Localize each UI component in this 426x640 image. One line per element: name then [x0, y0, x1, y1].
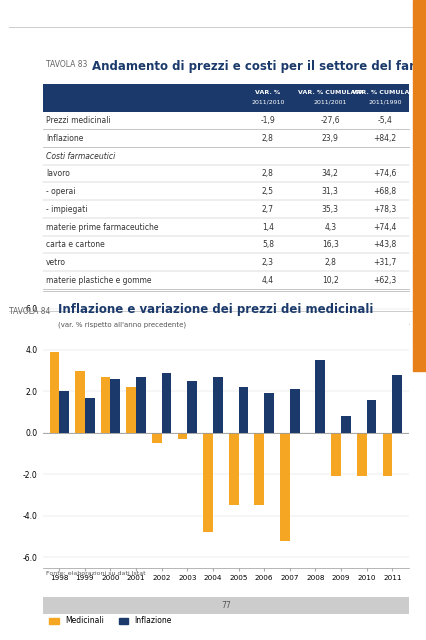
Text: 5,8: 5,8	[262, 241, 274, 250]
Bar	[331, 433, 341, 476]
Bar	[152, 433, 162, 444]
Text: 16,3: 16,3	[322, 241, 339, 250]
Text: 0,5: 0,5	[262, 311, 274, 320]
Bar	[178, 433, 187, 439]
Text: 4,4: 4,4	[262, 276, 274, 285]
Text: materie prime farmaceutiche: materie prime farmaceutiche	[46, 223, 159, 232]
Text: -5,4: -5,4	[378, 116, 393, 125]
Bar	[127, 387, 136, 433]
Bar	[101, 377, 110, 433]
Text: Fonte: elaborazioni su dati Istat: Fonte: elaborazioni su dati Istat	[46, 572, 146, 576]
Text: +31,7: +31,7	[374, 258, 397, 267]
Text: +54,5: +54,5	[374, 311, 397, 320]
Text: +43,8: +43,8	[374, 241, 397, 250]
Text: VAR. % CUMULATA: VAR. % CUMULATA	[297, 90, 363, 95]
Text: TAVOLA 84: TAVOLA 84	[9, 307, 51, 316]
Text: 10,2: 10,2	[322, 276, 339, 285]
Text: 34,2: 34,2	[322, 170, 339, 179]
Text: 3,4: 3,4	[324, 311, 336, 320]
Bar	[383, 433, 392, 476]
Text: TAVOLA 83: TAVOLA 83	[46, 60, 88, 68]
Text: -1,9: -1,9	[261, 116, 275, 125]
Text: 23,9: 23,9	[322, 134, 339, 143]
Text: +84,2: +84,2	[374, 134, 397, 143]
Text: Inflazione: Inflazione	[46, 134, 83, 143]
Bar	[213, 377, 223, 433]
Bar	[290, 389, 299, 433]
Text: 2,3: 2,3	[262, 258, 274, 267]
Text: +74,6: +74,6	[374, 170, 397, 179]
Bar	[280, 433, 290, 541]
Text: - operai: - operai	[46, 188, 76, 196]
Text: +68,8: +68,8	[374, 188, 397, 196]
Bar	[162, 372, 172, 433]
Text: 77: 77	[221, 602, 230, 611]
Text: 2,7: 2,7	[262, 205, 274, 214]
Bar	[315, 360, 325, 433]
Text: +78,3: +78,3	[374, 205, 397, 214]
Text: - impiegati: - impiegati	[46, 205, 88, 214]
Text: 4,3: 4,3	[324, 223, 336, 232]
Text: 2,8: 2,8	[324, 258, 336, 267]
Bar	[264, 394, 274, 433]
Text: Servizi sanitari e spese per la salute: Servizi sanitari e spese per la salute	[46, 311, 186, 320]
Text: VAR. % CUMULATA: VAR. % CUMULATA	[352, 90, 418, 95]
Text: -27,6: -27,6	[320, 116, 340, 125]
Bar	[229, 433, 239, 506]
Text: 2011/2001: 2011/2001	[314, 99, 347, 104]
Bar	[49, 352, 59, 433]
Legend: Medicinali, Inflazione: Medicinali, Inflazione	[46, 613, 175, 628]
Text: 2,8: 2,8	[262, 170, 274, 179]
Text: 2011/2010: 2011/2010	[251, 99, 285, 104]
Text: 31,3: 31,3	[322, 188, 339, 196]
Text: lavoro: lavoro	[46, 170, 70, 179]
Text: (var. % rispetto all'anno precedente): (var. % rispetto all'anno precedente)	[58, 322, 186, 328]
FancyBboxPatch shape	[43, 84, 409, 113]
Text: 2,8: 2,8	[262, 134, 274, 143]
Text: materie plastiche e gomme: materie plastiche e gomme	[46, 276, 152, 285]
Bar	[187, 381, 197, 433]
Text: Inflazione e variazione dei prezzi dei medicinali: Inflazione e variazione dei prezzi dei m…	[58, 303, 373, 316]
Text: Prezzi medicinali: Prezzi medicinali	[46, 116, 111, 125]
Text: 1,4: 1,4	[262, 223, 274, 232]
Bar	[75, 371, 85, 433]
Bar	[341, 416, 351, 433]
Bar	[59, 392, 69, 433]
Bar	[254, 433, 264, 506]
Bar	[239, 387, 248, 433]
FancyBboxPatch shape	[43, 596, 409, 614]
Text: +74,4: +74,4	[374, 223, 397, 232]
Bar	[136, 377, 146, 433]
Text: 2011/1990: 2011/1990	[368, 99, 402, 104]
Bar	[357, 433, 367, 476]
Text: Costi farmaceutici: Costi farmaceutici	[46, 152, 115, 161]
Bar	[392, 375, 402, 433]
Bar	[85, 397, 95, 433]
Bar	[203, 433, 213, 532]
Text: Andamento di prezzi e costi per il settore del farmaco: Andamento di prezzi e costi per il setto…	[92, 60, 426, 72]
Text: vetro: vetro	[46, 258, 66, 267]
Text: 35,3: 35,3	[322, 205, 339, 214]
Text: VAR. %: VAR. %	[255, 90, 281, 95]
Bar	[110, 379, 120, 433]
Text: 2,5: 2,5	[262, 188, 274, 196]
Text: +62,3: +62,3	[374, 276, 397, 285]
Text: carta e cartone: carta e cartone	[46, 241, 105, 250]
Bar	[367, 400, 377, 433]
